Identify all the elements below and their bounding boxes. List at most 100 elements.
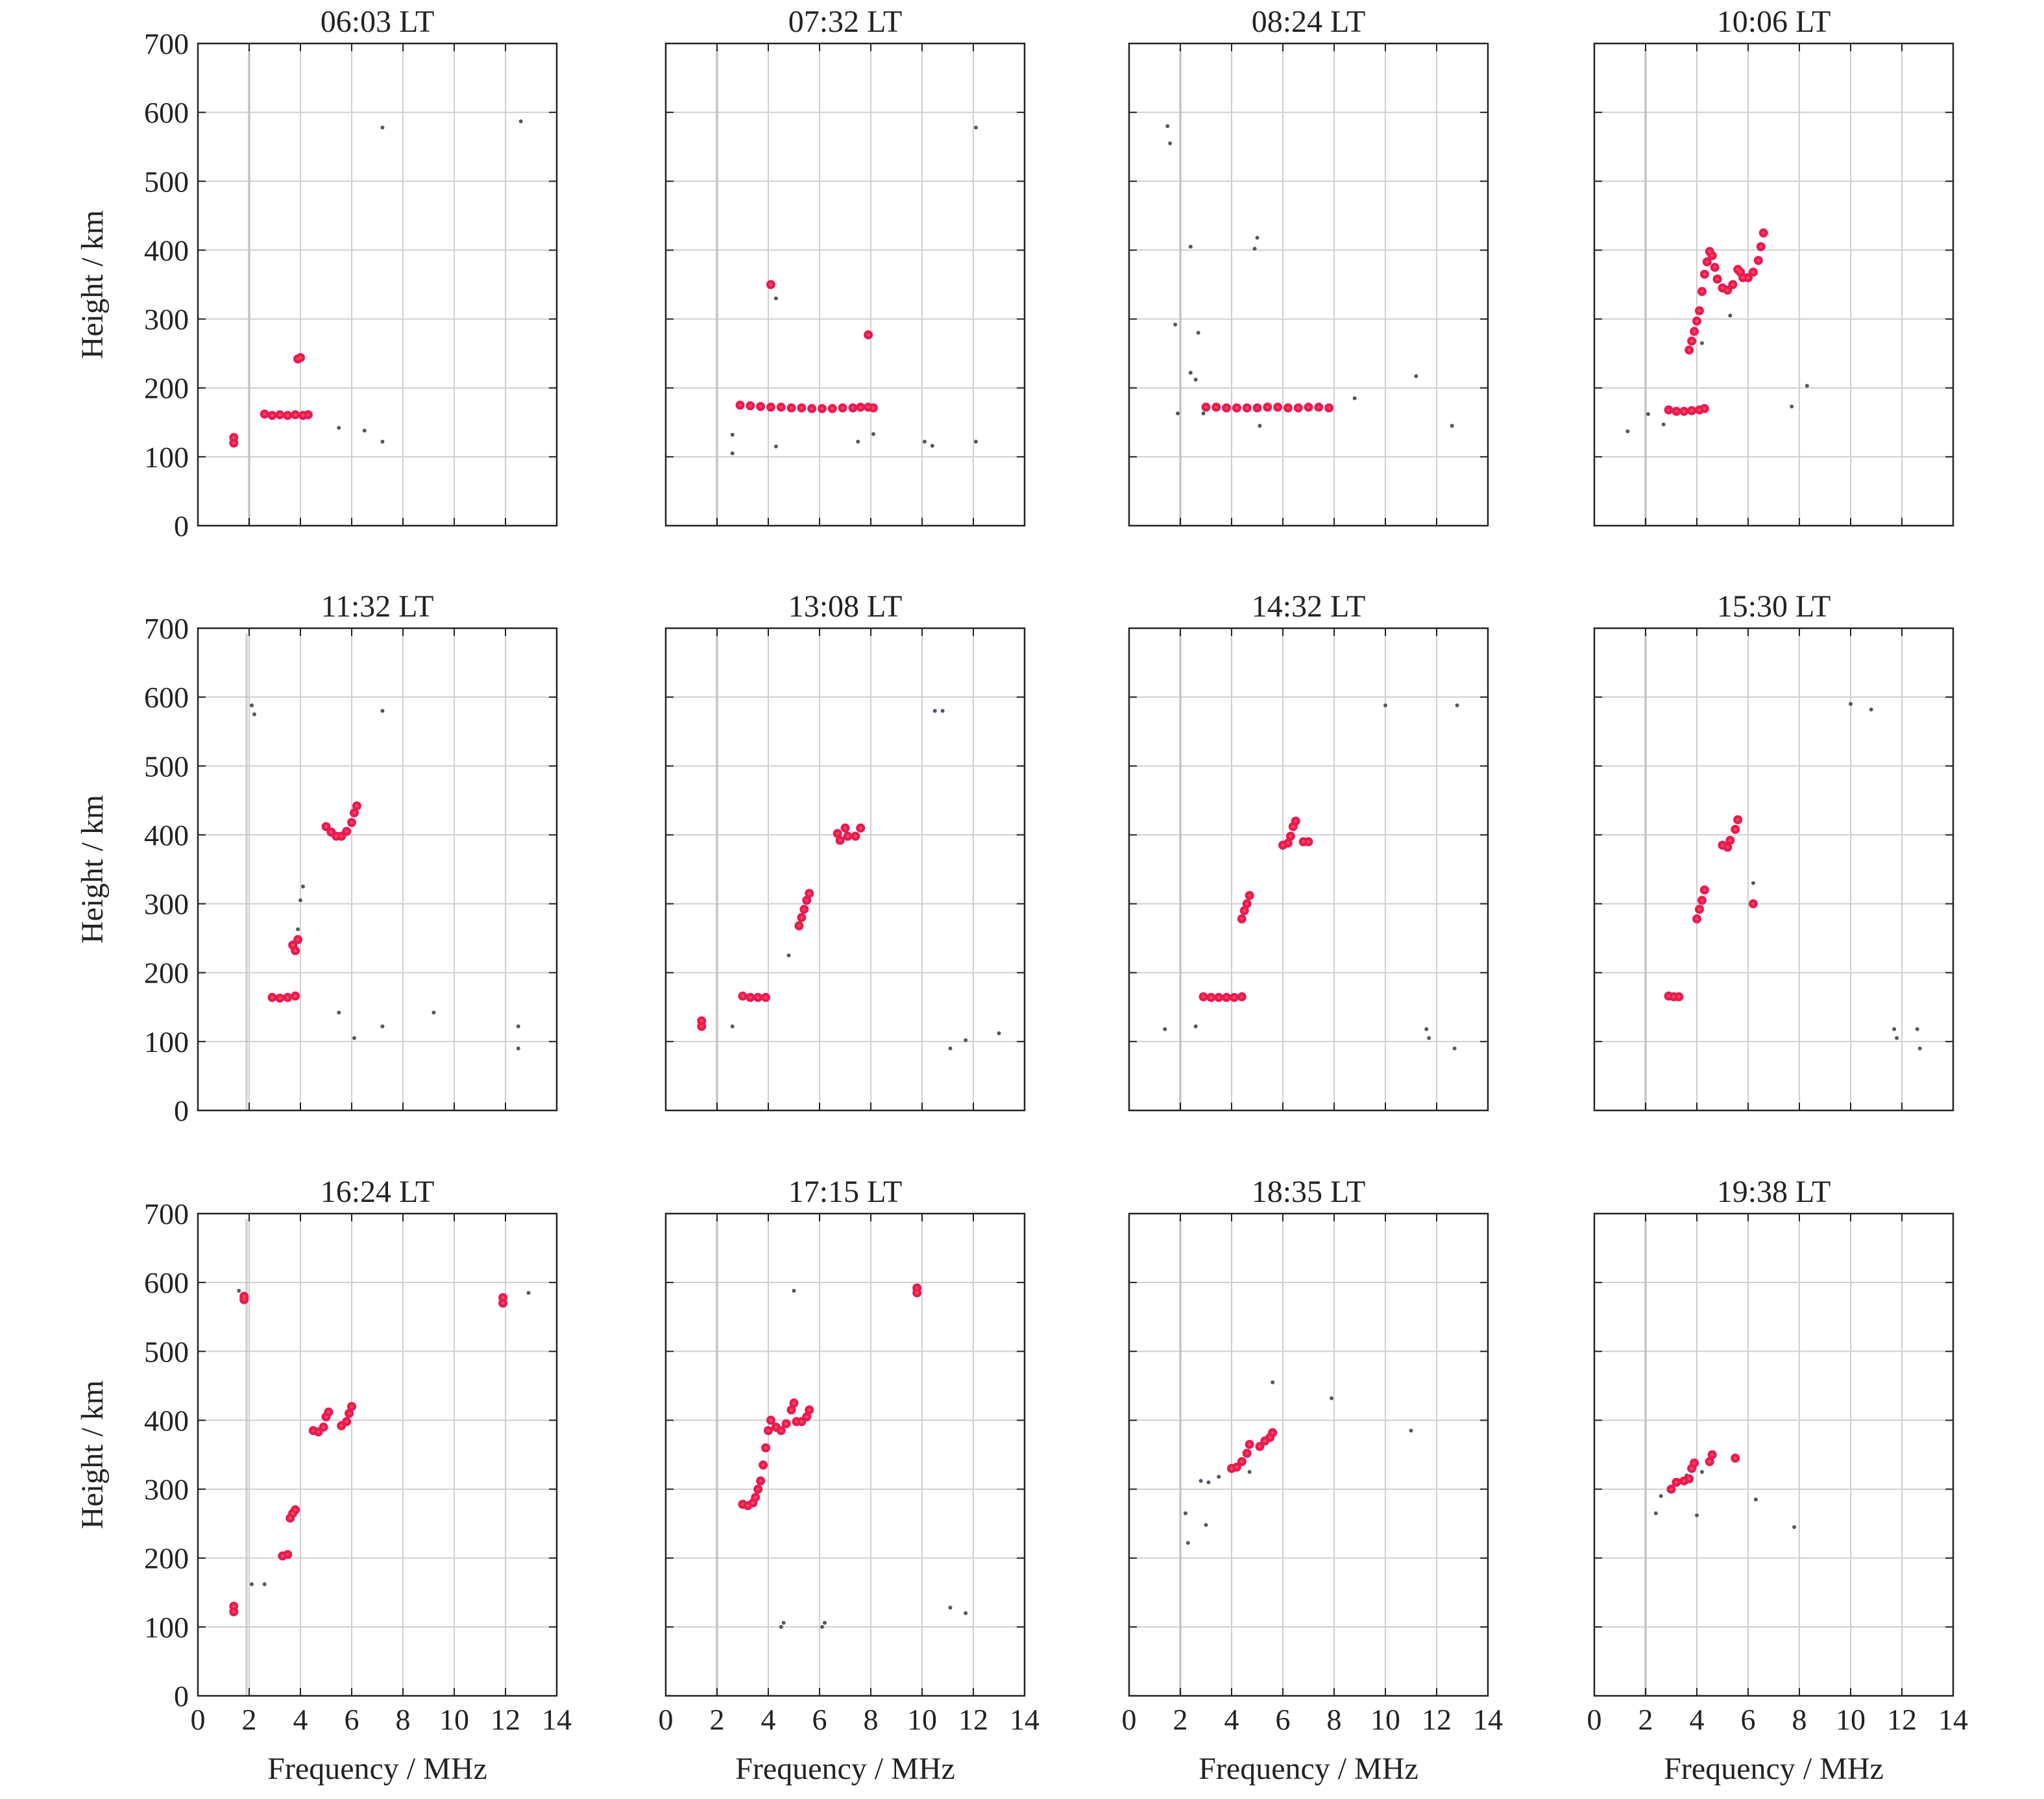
x-tick-label: 6 — [1741, 1703, 1756, 1736]
echo-point-core — [1736, 267, 1740, 271]
noise-points — [1751, 702, 1922, 1051]
echo-point-core — [350, 820, 354, 824]
x-tick-label: 10 — [1370, 1703, 1400, 1736]
panel-5: 0 100 200 300 400 500 600 700 11:32 LT Height / k… — [75, 589, 558, 1127]
noise-point — [1659, 1494, 1663, 1499]
noise-points — [237, 1288, 531, 1587]
noise-point — [822, 1621, 827, 1625]
noise-point — [252, 712, 256, 716]
echo-point-core — [1733, 1456, 1737, 1460]
echo-trace — [1198, 816, 1313, 1002]
gridlines — [1594, 43, 1953, 526]
echo-point-core — [324, 825, 328, 829]
noise-points — [1625, 313, 1809, 434]
echo-point-core — [741, 1502, 744, 1506]
echo-point-core — [853, 835, 857, 838]
noise-point — [1805, 384, 1809, 388]
echo-point-core — [1677, 995, 1681, 999]
panel-title: 14:32 LT — [1252, 589, 1366, 624]
ticks — [665, 43, 1025, 526]
x-tick-label: 0 — [659, 1703, 674, 1736]
x-axis-title: Frequency / MHz — [1664, 1752, 1884, 1786]
echo-point-core — [1721, 843, 1724, 847]
echo-point-core — [871, 406, 875, 410]
echo-point-core — [761, 1463, 765, 1467]
echo-point-core — [1728, 838, 1732, 842]
noise-point — [1751, 881, 1755, 885]
echo-point-core — [1258, 1445, 1261, 1449]
echo-point-core — [501, 1295, 505, 1299]
y-tick-label: 600 — [144, 96, 189, 129]
noise-point — [997, 1031, 1001, 1036]
panel-title: 16:24 LT — [321, 1175, 435, 1209]
x-tick-label: 4 — [1690, 1703, 1705, 1736]
noise-point — [1206, 1480, 1211, 1484]
echo-point-core — [1708, 1460, 1712, 1463]
echo-point-core — [700, 1019, 703, 1023]
echo-point-core — [753, 1495, 757, 1499]
noise-point — [518, 119, 523, 123]
noise-point — [1792, 1524, 1797, 1529]
noise-point — [1917, 1046, 1922, 1051]
echo-point-core — [232, 1604, 236, 1608]
echo-point-core — [1759, 245, 1763, 249]
echo-point-core — [1700, 898, 1704, 902]
echo-point-core — [1235, 406, 1239, 410]
echo-point-core — [1217, 996, 1221, 999]
echo-point-core — [324, 1415, 328, 1419]
echo-point-core — [345, 829, 348, 833]
echo-point-core — [1670, 1487, 1673, 1491]
panel-title: 18:35 LT — [1252, 1175, 1366, 1209]
echo-point-core — [263, 412, 267, 416]
echo-point-core — [1674, 410, 1678, 413]
echo-point-core — [1672, 995, 1675, 999]
echo-point-core — [306, 413, 310, 417]
echo-point-core — [738, 403, 742, 407]
panel-title: 08:24 LT — [1252, 5, 1366, 39]
echo-point-core — [1736, 818, 1740, 822]
echo-point-core — [1700, 289, 1704, 293]
echo-point-core — [296, 938, 300, 942]
plot-frame — [1593, 627, 1954, 1112]
echo-point-core — [1263, 1439, 1267, 1443]
x-tick-label: 4 — [293, 1703, 308, 1736]
x-tick-label: 14 — [1938, 1703, 1968, 1736]
noise-point — [964, 1038, 968, 1042]
x-tick-label: 6 — [1276, 1703, 1291, 1736]
echo-point-core — [866, 405, 870, 409]
noise-point — [1661, 422, 1666, 426]
ticks: 0 100 200 300 400 500 600 700 — [144, 612, 557, 1127]
echo-point-core — [296, 357, 300, 361]
noise-point — [1414, 374, 1418, 378]
noise-point — [964, 1611, 968, 1615]
plot-frame — [197, 627, 558, 1112]
panel-12: 0 2 4 6 8 10 12 14 19:38 LT Frequency / MHz — [1587, 1175, 1969, 1786]
noise-point — [1252, 247, 1257, 251]
echo-point-core — [1710, 254, 1714, 258]
noise-point — [1255, 236, 1259, 240]
echo-point-core — [293, 1508, 297, 1511]
echo-point-core — [790, 406, 794, 410]
echo-point-core — [278, 996, 282, 1000]
echo-point-core — [1697, 408, 1701, 412]
x-tick-label: 6 — [345, 1703, 359, 1736]
echo-point-core — [1667, 408, 1671, 412]
x-tick-label: 8 — [1792, 1703, 1807, 1736]
noise-point — [1271, 1380, 1275, 1385]
echo-point-core — [769, 283, 773, 286]
echo-point-core — [1710, 1453, 1714, 1456]
echo-point-core — [1204, 405, 1208, 409]
noise-point — [526, 1291, 531, 1295]
panel-2: 07:32 LT — [664, 5, 1026, 527]
plot-frame — [664, 1212, 1026, 1697]
echo-point-core — [352, 811, 356, 814]
noise-point — [1728, 313, 1733, 318]
echo-point-core — [339, 835, 343, 838]
echo-point-core — [1687, 348, 1691, 352]
echo-point-core — [794, 1420, 798, 1424]
plot-frame — [1128, 627, 1489, 1112]
noise-point — [1186, 1541, 1190, 1545]
echo-point-core — [232, 435, 236, 439]
echo-point-core — [286, 413, 289, 417]
echo-trace — [1227, 1428, 1278, 1473]
